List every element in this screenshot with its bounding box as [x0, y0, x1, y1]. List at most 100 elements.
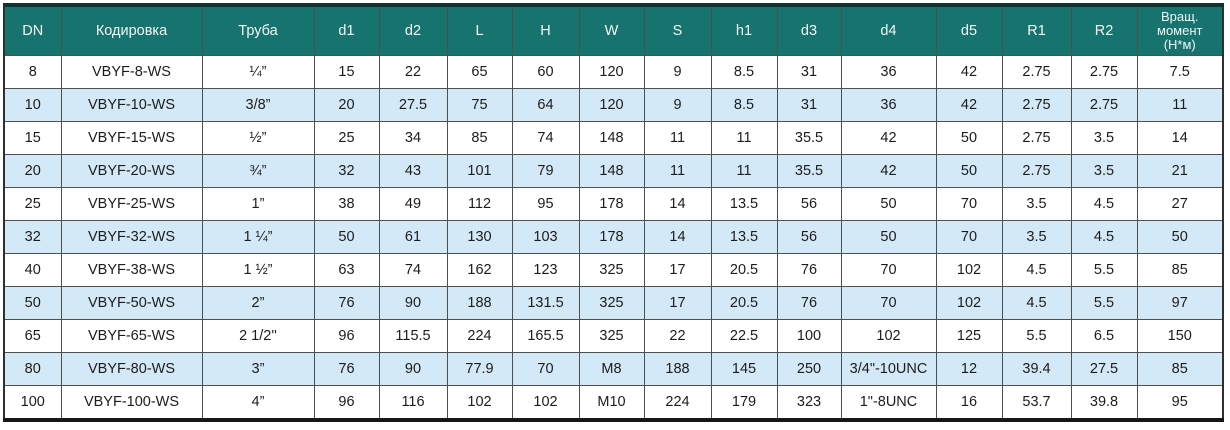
cell-w: M8	[578, 352, 645, 386]
cell-moment: 150	[1136, 319, 1224, 353]
table-row-dn-32: 32 VBYF-32-WS 1 ¼” 50 61 130 103 178 14 13.5 56 50 7…	[3, 220, 1224, 254]
cell-d5: 42	[935, 88, 1003, 122]
cell-d1: 50	[313, 220, 380, 254]
cell-h1: 11	[710, 121, 778, 155]
cell-h1: 20.5	[710, 253, 778, 287]
cell-dn: 80	[3, 352, 62, 386]
cell-r1: 3.5	[1001, 220, 1072, 254]
cell-moment: 27	[1136, 187, 1224, 221]
cell-d4: 36	[840, 55, 937, 89]
cell-r2: 39.8	[1070, 385, 1138, 421]
cell-h: 103	[511, 220, 580, 254]
cell-r1: 2.75	[1001, 88, 1072, 122]
cell-d5: 70	[935, 220, 1003, 254]
column-header-dn: DN	[3, 4, 62, 56]
cell-d4: 102	[840, 319, 937, 353]
cell-s: 17	[643, 286, 712, 320]
cell-truba: 1”	[201, 187, 315, 221]
cell-h1: 11	[710, 154, 778, 188]
cell-d5: 70	[935, 187, 1003, 221]
cell-kodirovka: VBYF-32-WS	[60, 220, 203, 254]
cell-h1: 13.5	[710, 187, 778, 221]
cell-d1: 25	[313, 121, 380, 155]
cell-l: 85	[446, 121, 513, 155]
cell-s: 22	[643, 319, 712, 353]
cell-d5: 50	[935, 121, 1003, 155]
cell-d3: 35.5	[776, 154, 842, 188]
cell-d4: 3/4"-10UNC	[840, 352, 937, 386]
cell-d4: 50	[840, 187, 937, 221]
cell-w: 120	[578, 55, 645, 89]
table-body: 8 VBYF-8-WS ¼” 15 22 65 60 120 9 8.5 31 36 42 2.75 2.7…	[3, 55, 1224, 421]
cell-d3: 76	[776, 253, 842, 287]
cell-d2: 90	[378, 352, 448, 386]
cell-d1: 76	[313, 352, 380, 386]
cell-s: 9	[643, 55, 712, 89]
cell-truba: 2”	[201, 286, 315, 320]
table-row-dn-100: 100 VBYF-100-WS 4” 96 116 102 102 M10 224 179 323 1…	[3, 385, 1224, 421]
cell-d2: 49	[378, 187, 448, 221]
cell-l: 101	[446, 154, 513, 188]
cell-h1: 145	[710, 352, 778, 386]
cell-d4: 36	[840, 88, 937, 122]
cell-w: 178	[578, 220, 645, 254]
cell-d5: 16	[935, 385, 1003, 421]
cell-d2: 27.5	[378, 88, 448, 122]
cell-h: 123	[511, 253, 580, 287]
cell-r1: 5.5	[1001, 319, 1072, 353]
cell-h1: 20.5	[710, 286, 778, 320]
cell-s: 11	[643, 121, 712, 155]
cell-h: 60	[511, 55, 580, 89]
cell-l: 102	[446, 385, 513, 421]
cell-kodirovka: VBYF-38-WS	[60, 253, 203, 287]
table-row-dn-20: 20 VBYF-20-WS ¾” 32 43 101 79 148 11 11 35.5 42 50 2.…	[3, 154, 1224, 188]
cell-kodirovka: VBYF-80-WS	[60, 352, 203, 386]
cell-r1: 4.5	[1001, 253, 1072, 287]
cell-kodirovka: VBYF-25-WS	[60, 187, 203, 221]
column-header-s: S	[643, 4, 712, 56]
column-header-d2: d2	[378, 4, 448, 56]
cell-w: 120	[578, 88, 645, 122]
cell-moment: 95	[1136, 385, 1224, 421]
cell-d5: 12	[935, 352, 1003, 386]
cell-kodirovka: VBYF-20-WS	[60, 154, 203, 188]
cell-r1: 2.75	[1001, 121, 1072, 155]
cell-moment: 85	[1136, 253, 1224, 287]
table-row-dn-50: 50 VBYF-50-WS 2” 76 90 188 131.5 325 17 20.5 76 70 1…	[3, 286, 1224, 320]
cell-dn: 32	[3, 220, 62, 254]
cell-l: 75	[446, 88, 513, 122]
cell-w: 178	[578, 187, 645, 221]
cell-d3: 56	[776, 187, 842, 221]
cell-dn: 40	[3, 253, 62, 287]
cell-l: 188	[446, 286, 513, 320]
column-header-r1: R1	[1001, 4, 1072, 56]
cell-moment: 14	[1136, 121, 1224, 155]
cell-h: 74	[511, 121, 580, 155]
column-header-d1: d1	[313, 4, 380, 56]
cell-kodirovka: VBYF-8-WS	[60, 55, 203, 89]
cell-kodirovka: VBYF-50-WS	[60, 286, 203, 320]
cell-moment: 7.5	[1136, 55, 1224, 89]
cell-r2: 4.5	[1070, 220, 1138, 254]
cell-d4: 1"-8UNC	[840, 385, 937, 421]
cell-d2: 74	[378, 253, 448, 287]
cell-s: 17	[643, 253, 712, 287]
cell-dn: 8	[3, 55, 62, 89]
cell-h: 131.5	[511, 286, 580, 320]
cell-r2: 3.5	[1070, 121, 1138, 155]
cell-d4: 70	[840, 286, 937, 320]
cell-d5: 102	[935, 286, 1003, 320]
cell-d1: 76	[313, 286, 380, 320]
cell-kodirovka: VBYF-10-WS	[60, 88, 203, 122]
cell-moment: 85	[1136, 352, 1224, 386]
cell-w: 148	[578, 154, 645, 188]
cell-l: 112	[446, 187, 513, 221]
cell-dn: 10	[3, 88, 62, 122]
cell-h1: 179	[710, 385, 778, 421]
table-row-dn-80: 80 VBYF-80-WS 3” 76 90 77.9 70 M8 188 145 250 3/4"-…	[3, 352, 1224, 386]
cell-moment: 11	[1136, 88, 1224, 122]
cell-r1: 53.7	[1001, 385, 1072, 421]
